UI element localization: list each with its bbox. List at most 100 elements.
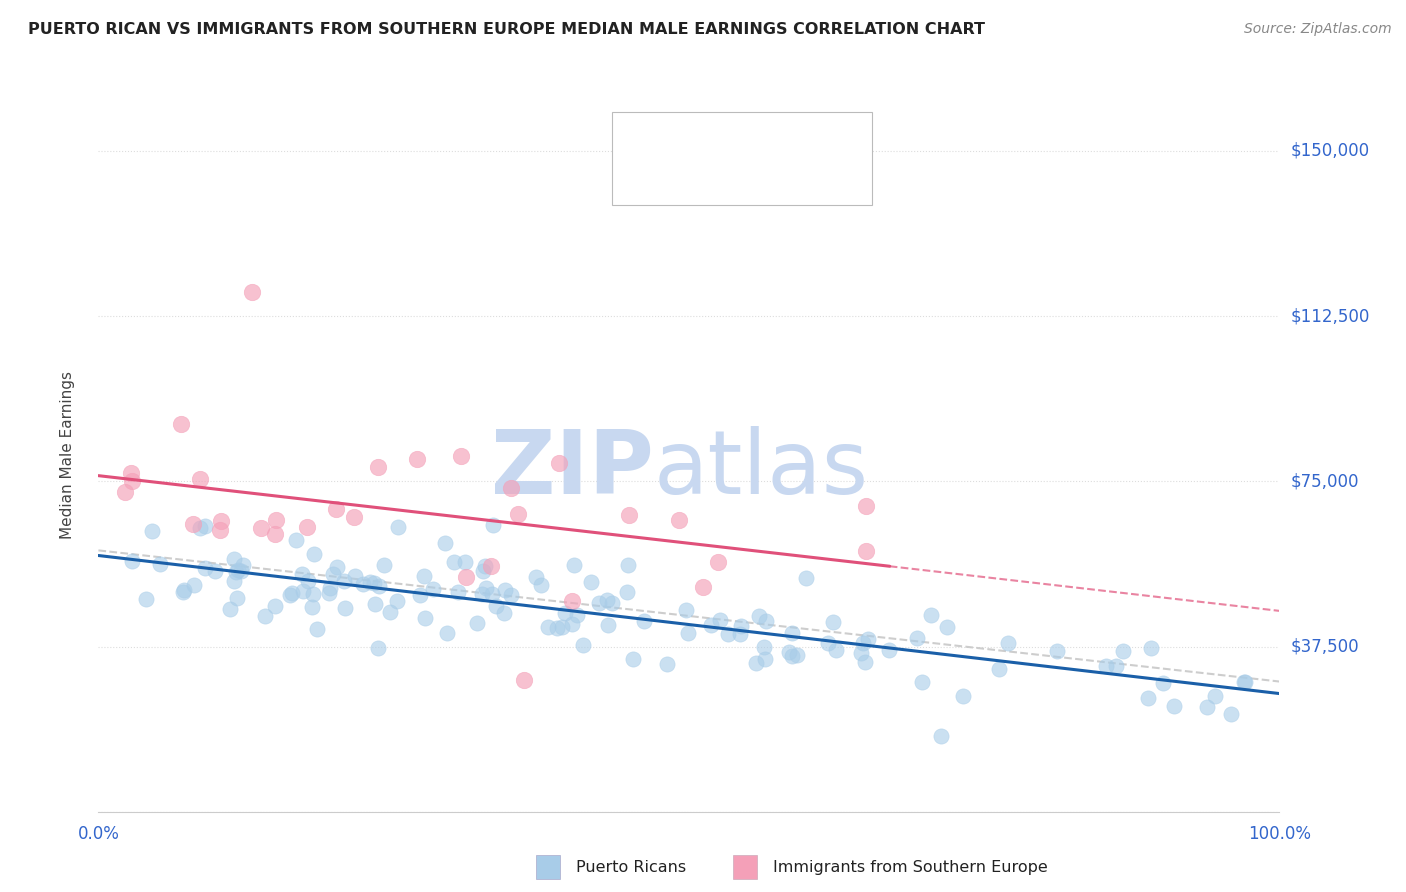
Point xyxy=(471,587,494,601)
Point xyxy=(824,643,846,657)
Point xyxy=(378,605,401,619)
Point xyxy=(307,622,329,636)
Point xyxy=(226,564,249,578)
Point xyxy=(1204,689,1226,703)
Point xyxy=(929,729,952,743)
Point xyxy=(987,662,1010,676)
Y-axis label: Median Male Earnings: Median Male Earnings xyxy=(60,371,75,539)
Point xyxy=(295,520,318,534)
Text: N =: N = xyxy=(773,170,813,188)
Point xyxy=(387,519,409,533)
Point xyxy=(911,674,934,689)
Point xyxy=(181,516,204,531)
Point xyxy=(565,607,588,622)
Point xyxy=(302,587,325,601)
Point xyxy=(1137,691,1160,706)
Point xyxy=(367,641,389,656)
Text: $112,500: $112,500 xyxy=(1291,307,1369,326)
Point xyxy=(481,559,503,574)
Point xyxy=(422,582,444,596)
Point xyxy=(413,611,436,625)
Point xyxy=(335,600,357,615)
Point xyxy=(706,555,728,569)
Point xyxy=(1105,659,1128,673)
Point xyxy=(475,581,498,595)
Point xyxy=(264,513,287,527)
Point xyxy=(481,587,503,601)
Point xyxy=(302,547,325,561)
Point xyxy=(301,600,323,615)
Point xyxy=(170,417,193,431)
Text: $37,500: $37,500 xyxy=(1291,638,1360,656)
Point xyxy=(782,625,804,640)
Text: PUERTO RICAN VS IMMIGRANTS FROM SOUTHERN EUROPE MEDIAN MALE EARNINGS CORRELATION: PUERTO RICAN VS IMMIGRANTS FROM SOUTHERN… xyxy=(28,22,986,37)
Point xyxy=(596,617,619,632)
Point xyxy=(1152,675,1174,690)
Point xyxy=(291,567,314,582)
Point xyxy=(633,614,655,628)
Point xyxy=(616,558,638,572)
Point xyxy=(717,627,740,641)
Point xyxy=(794,571,817,585)
Point xyxy=(231,564,253,578)
Text: Immigrants from Southern Europe: Immigrants from Southern Europe xyxy=(773,860,1047,874)
Point xyxy=(318,586,340,600)
Point xyxy=(474,558,496,573)
Point xyxy=(250,521,273,535)
Point xyxy=(596,592,619,607)
Point xyxy=(194,560,217,574)
Point xyxy=(436,626,458,640)
Point xyxy=(148,557,170,571)
Point xyxy=(325,502,347,516)
Point xyxy=(471,564,494,578)
Point xyxy=(676,626,699,640)
Point xyxy=(343,569,366,583)
Point xyxy=(219,602,242,616)
Text: atlas: atlas xyxy=(654,425,869,513)
Point xyxy=(172,585,194,599)
Point xyxy=(325,559,347,574)
Point xyxy=(1233,674,1256,689)
Point xyxy=(373,558,395,573)
Point xyxy=(209,515,232,529)
Point xyxy=(748,609,770,624)
Point xyxy=(655,657,678,671)
Point xyxy=(114,485,136,500)
Point xyxy=(852,636,875,650)
Point xyxy=(281,586,304,600)
Point xyxy=(780,649,803,664)
Point xyxy=(546,621,568,635)
Point xyxy=(406,452,429,467)
Point xyxy=(322,567,344,582)
Text: -0.846: -0.846 xyxy=(710,128,772,146)
Point xyxy=(997,636,1019,650)
Point xyxy=(855,544,877,558)
Point xyxy=(512,673,534,687)
Point xyxy=(225,565,247,579)
Point xyxy=(494,582,516,597)
Point xyxy=(526,570,548,584)
Point xyxy=(1219,706,1241,721)
Point xyxy=(855,499,877,513)
Point xyxy=(352,576,374,591)
Point xyxy=(1233,674,1256,689)
Point xyxy=(284,533,307,548)
Point xyxy=(385,594,408,608)
Point xyxy=(232,558,254,572)
Point xyxy=(588,596,610,610)
Point xyxy=(121,554,143,568)
Point xyxy=(492,607,515,621)
Point xyxy=(728,627,751,641)
Point xyxy=(755,615,778,629)
Text: Puerto Ricans: Puerto Ricans xyxy=(576,860,686,874)
Point xyxy=(554,607,576,621)
Point xyxy=(409,589,432,603)
Point xyxy=(253,608,276,623)
Point xyxy=(530,578,553,592)
Point xyxy=(264,527,287,541)
Point xyxy=(363,575,385,590)
Point xyxy=(363,597,385,611)
Text: $150,000: $150,000 xyxy=(1291,142,1369,160)
Point xyxy=(482,518,505,533)
Text: ZIP: ZIP xyxy=(491,425,654,513)
